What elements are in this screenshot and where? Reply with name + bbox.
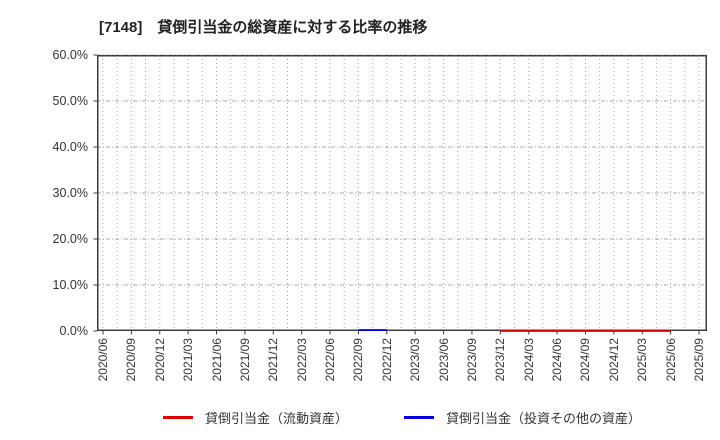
x-axis-tick-label: 2021/09 <box>237 338 252 382</box>
x-axis-tick-label: 2025/09 <box>692 338 706 382</box>
x-axis-tick-label: 2023/09 <box>464 338 479 382</box>
y-axis-tick-label: 20.0% <box>52 232 88 246</box>
x-axis-tick-label: 2024/12 <box>606 338 621 382</box>
x-axis-tick-label: 2022/03 <box>294 338 309 382</box>
x-axis-tick-label: 2022/12 <box>379 338 394 382</box>
x-axis-tick-label: 2024/09 <box>578 338 593 382</box>
x-axis-tick-label: 2024/03 <box>521 338 536 382</box>
y-axis-tick-label: 10.0% <box>52 278 88 292</box>
legend: 貸倒引当金（流動資産） 貸倒引当金（投資その他の資産） <box>97 408 707 427</box>
chart-canvas <box>93 54 707 335</box>
x-axis-tick-label: 2021/03 <box>181 338 196 382</box>
x-axis-tick-label: 2020/09 <box>124 338 139 382</box>
legend-item-allowance-investments: 貸倒引当金（投資その他の資産） <box>404 408 641 427</box>
y-axis-tick-label: 40.0% <box>52 140 88 154</box>
legend-line-red <box>162 416 193 419</box>
x-axis-tick-label: 2022/06 <box>323 338 338 382</box>
y-axis-tick-label: 60.0% <box>52 48 88 62</box>
x-axis-tick-label: 2021/06 <box>209 338 224 382</box>
x-axis-tick-label: 2023/06 <box>436 338 451 382</box>
x-axis-tick-label: 2023/03 <box>408 338 423 382</box>
legend-label: 貸倒引当金（流動資産） <box>204 411 348 426</box>
y-axis-tick-label: 30.0% <box>52 186 88 200</box>
x-axis-tick-label: 2023/12 <box>493 338 508 382</box>
x-axis-tick-label: 2021/12 <box>266 338 281 382</box>
legend-item-allowance-current-assets: 貸倒引当金（流動資産） <box>162 408 348 427</box>
legend-line-blue <box>404 416 434 419</box>
chart-title: [7148] 貸倒引当金の総資産に対する比率の推移 <box>99 19 428 36</box>
legend-label: 貸倒引当金（投資その他の資産） <box>446 411 642 426</box>
x-axis-tick-label: 2025/06 <box>663 338 678 382</box>
x-axis-tick-label: 2022/09 <box>351 338 366 382</box>
x-axis-tick-label: 2020/12 <box>152 338 167 382</box>
plot-border <box>97 55 707 331</box>
x-axis-tick-label: 2025/03 <box>635 338 650 382</box>
y-axis-tick-label: 0.0% <box>59 324 89 338</box>
y-axis-tick-label: 50.0% <box>52 94 88 108</box>
x-axis-tick-label: 2020/06 <box>96 338 110 382</box>
x-axis-tick-label: 2024/06 <box>550 338 565 382</box>
plot-area <box>93 54 707 335</box>
